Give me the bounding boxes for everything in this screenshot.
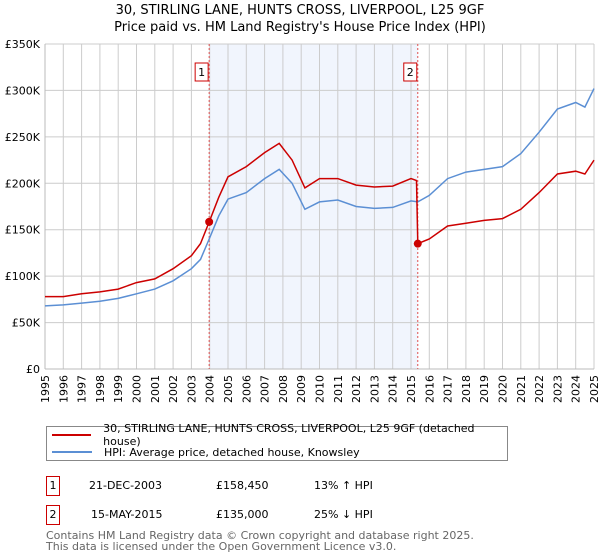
sale-period-shading — [209, 44, 418, 369]
x-tick-label: 2013 — [368, 375, 381, 403]
sale-badge: 1 — [46, 476, 60, 496]
x-tick-label: 2005 — [222, 375, 235, 403]
y-tick-label: £250K — [5, 131, 41, 144]
x-tick-label: 2015 — [405, 375, 418, 403]
footer-line-1: Contains HM Land Registry data © Crown c… — [46, 529, 474, 542]
y-tick-label: £50K — [12, 317, 41, 330]
sale-badge: 2 — [46, 505, 60, 525]
sale-hpi: 25% ↓ HPI — [314, 508, 373, 521]
x-tick-label: 2017 — [442, 375, 455, 403]
chart-subtitle: Price paid vs. HM Land Registry's House … — [114, 20, 486, 35]
footer: Contains HM Land Registry data © Crown c… — [46, 530, 474, 552]
x-tick-label: 2018 — [460, 375, 473, 403]
y-tick-label: £150K — [5, 224, 41, 237]
legend-label-hpi: HPI: Average price, detached house, Know… — [104, 445, 360, 459]
x-tick-label: 2020 — [497, 375, 510, 403]
legend-label-property: 30, STIRLING LANE, HUNTS CROSS, LIVERPOO… — [103, 422, 475, 448]
x-tick-label: 2022 — [533, 375, 546, 403]
x-tick-label: 2021 — [515, 375, 528, 403]
x-tick-label: 2023 — [551, 375, 564, 403]
x-tick-label: 2011 — [332, 375, 345, 403]
x-tick-label: 2007 — [259, 375, 272, 403]
x-tick-label: 1997 — [76, 375, 89, 403]
x-tick-label: 2006 — [240, 375, 253, 403]
hpi-line — [44, 88, 595, 307]
x-tick-label: 1999 — [112, 375, 125, 403]
x-tick-label: 1995 — [39, 375, 52, 403]
x-tick-label: 1998 — [94, 375, 107, 403]
x-tick-label: 2012 — [350, 375, 363, 403]
x-tick-label: 1996 — [57, 375, 70, 403]
sale-label: 2 — [407, 66, 414, 79]
x-tick-label: 2025 — [588, 375, 600, 403]
sale-date: 21-DEC-2003 — [89, 479, 163, 492]
x-tick-label: 2014 — [387, 375, 400, 403]
sale-point — [205, 217, 214, 226]
chart-title: 30, STIRLING LANE, HUNTS CROSS, LIVERPOO… — [115, 3, 485, 18]
x-tick-label: 2001 — [149, 375, 162, 403]
x-tick-label: 2002 — [167, 375, 180, 403]
y-tick-label: £300K — [5, 84, 41, 97]
x-tick-label: 2019 — [478, 375, 491, 403]
footer-line-2: This data is licensed under the Open Gov… — [46, 540, 397, 553]
legend-item-hpi: HPI: Average price, detached house, Know… — [52, 444, 360, 460]
property-price-line — [45, 142, 595, 298]
y-tick-label: £200K — [5, 177, 41, 190]
sale-price: £158,450 — [216, 479, 269, 492]
x-tick-label: 2016 — [423, 375, 436, 403]
x-tick-label: 2010 — [314, 375, 327, 403]
legend-swatch-blue — [52, 451, 92, 453]
price-chart: 1995 1996 1997 1998 1999 2000 2001 2002 2003 2004… — [5, 38, 600, 403]
sale-label: 1 — [198, 66, 205, 79]
x-tick-label: 2003 — [185, 375, 198, 403]
y-tick-label: £100K — [5, 270, 41, 283]
legend-swatch-red — [52, 434, 92, 436]
sale-price: £135,000 — [216, 508, 269, 521]
sale-label-box — [194, 62, 209, 82]
legend-item-property: 30, STIRLING LANE, HUNTS CROSS, LIVERPOO… — [52, 422, 507, 448]
x-tick-label: 2000 — [131, 375, 144, 403]
sale-date: 15-MAY-2015 — [91, 508, 163, 521]
legend: 30, STIRLING LANE, HUNTS CROSS, LIVERPOO… — [46, 422, 508, 461]
sale-label-box — [403, 62, 418, 82]
x-tick-label: 2004 — [204, 375, 217, 403]
x-tick-label: 2024 — [570, 375, 583, 403]
sale-hpi: 13% ↑ HPI — [314, 479, 373, 492]
x-tick-label: 2008 — [277, 375, 290, 403]
sale-point — [413, 239, 422, 248]
x-tick-label: 2009 — [295, 375, 308, 403]
y-tick-label: £0 — [26, 363, 40, 376]
y-tick-label: £350K — [5, 38, 41, 51]
